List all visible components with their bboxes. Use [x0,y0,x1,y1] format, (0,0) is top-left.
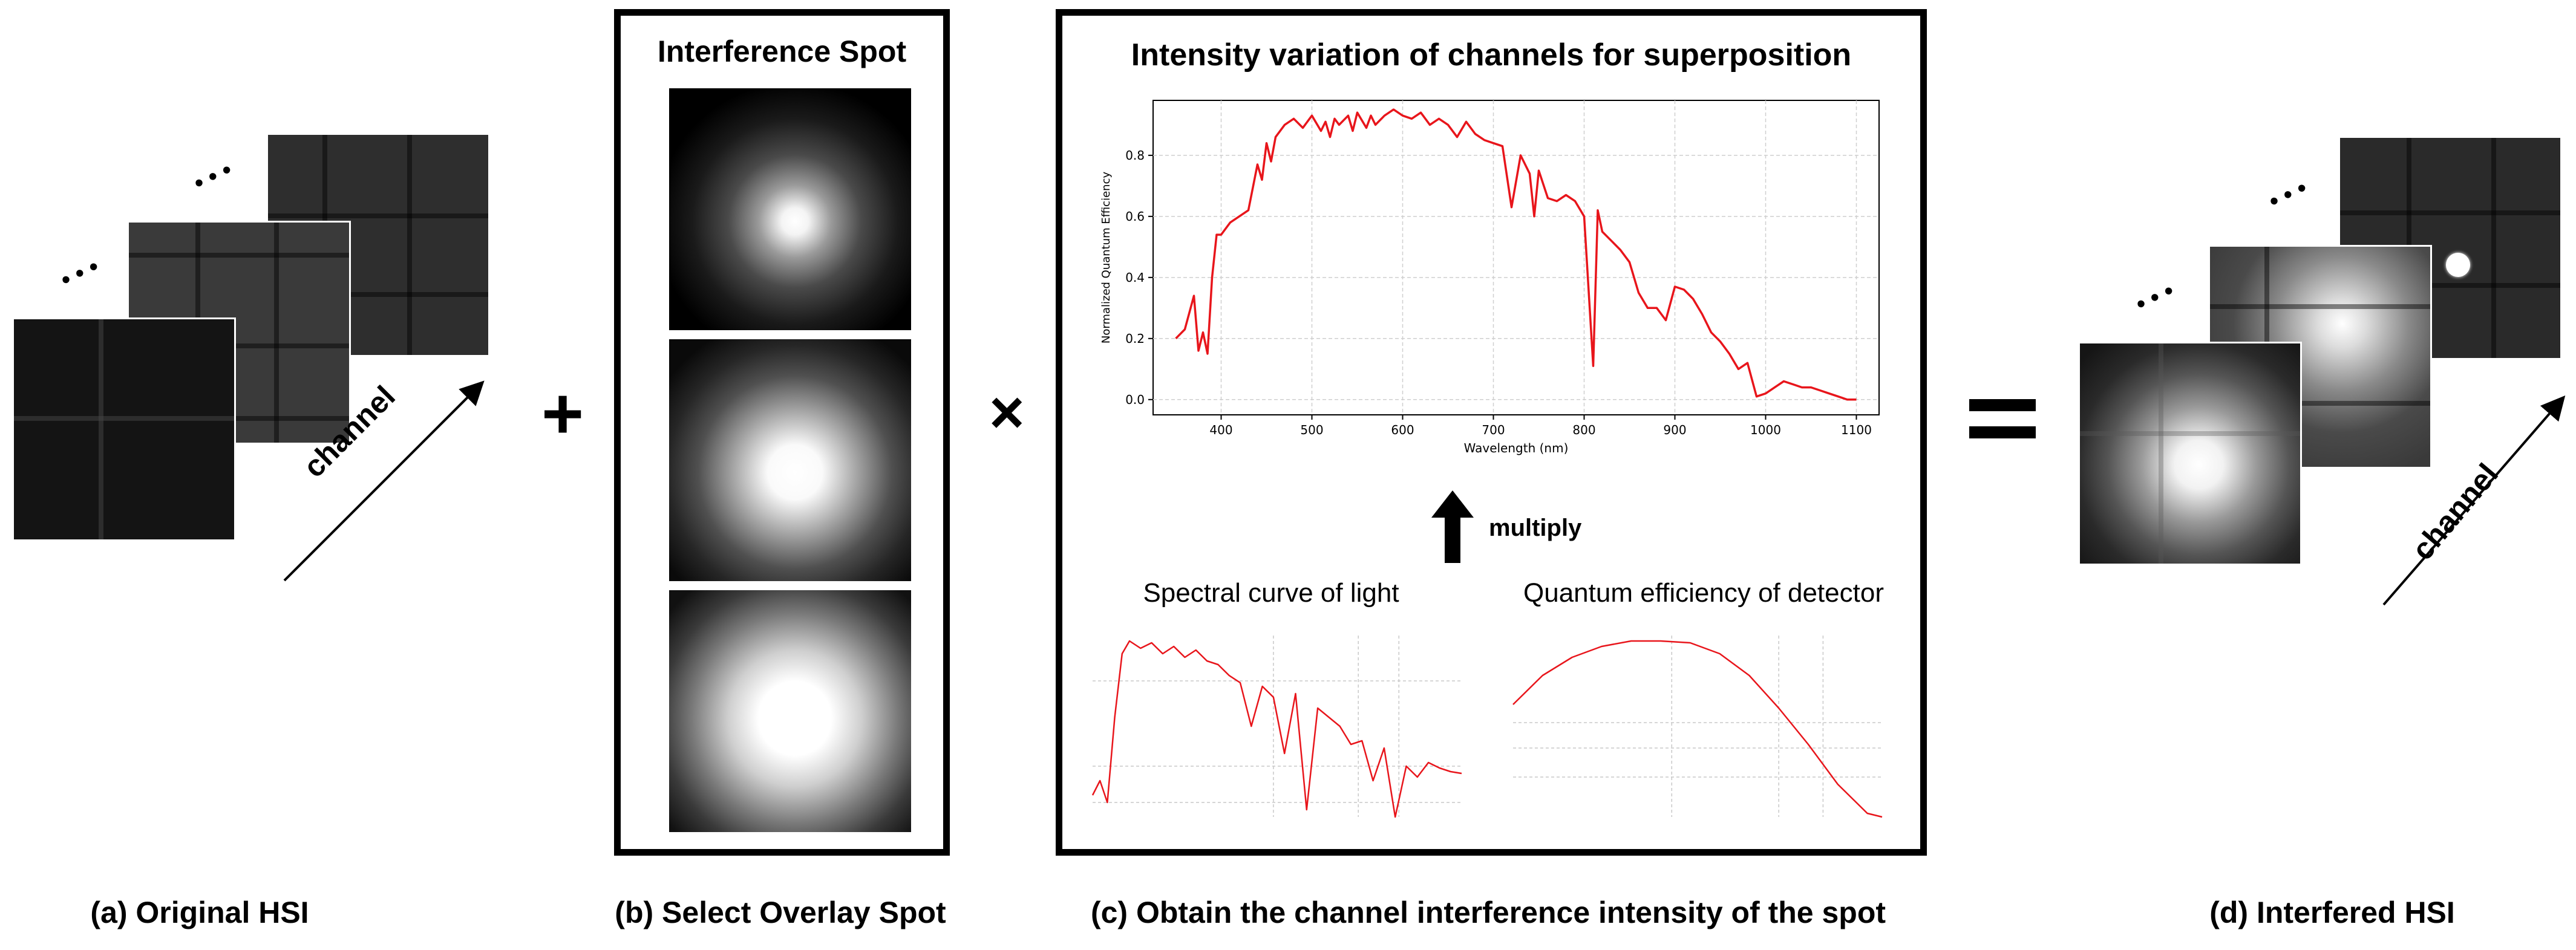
panel-b-title: Interference Spot [657,34,907,68]
series-line [1512,640,1883,818]
ellipsis-upper: • • • [189,156,237,197]
caption-d: (d) Interfered HSI [2209,896,2455,929]
x-tick-label: 700 [1482,423,1505,437]
quantum-efficiency-title: Quantum efficiency of detector [1523,578,1884,608]
y-tick-label: 0.2 [1125,331,1145,346]
detector-qe-chart [1512,636,1883,818]
plus-operator: + [541,373,584,454]
spectral-curve-chart [1091,636,1462,818]
x-tick-label: 600 [1391,423,1414,437]
spectral-curve-title: Spectral curve of light [1143,578,1399,608]
x-tick-label: 900 [1663,423,1686,437]
caption-a: (a) Original HSI [90,896,309,929]
interference-spot-small [669,88,911,330]
y-tick-label: 0.4 [1125,270,1145,285]
x-tick-label: 800 [1572,423,1595,437]
times-operator: × [989,379,1025,446]
interfered-band-front [2078,342,2302,565]
x-tick-label: 1100 [1841,423,1872,437]
panel-c-intensity-variation: Intensity variation of channels for supe… [1056,9,1927,856]
x-tick-label: 400 [1209,423,1232,437]
panel-d-interfered-hsi: • • • • • • channel [2057,0,2576,606]
caption-b: (b) Select Overlay Spot [615,896,946,929]
ellipsis-upper-d: • • • [2264,174,2312,215]
y-tick-label: 0.6 [1125,209,1145,224]
main-efficiency-chart: 400 500 600 700 800 900 1000 1100 0.0 0.2 0.4 0.6 0.… [1100,100,1880,455]
equals-operator [1969,399,2036,438]
x-tick-label: 1000 [1750,423,1781,437]
efficiency-series-line [1175,108,1857,401]
ellipsis-lower: • • • [56,253,103,294]
plot-frame [1152,100,1880,415]
y-axis-label: Normalized Quantum Efficiency [1100,172,1113,344]
y-tick-label: 0.8 [1125,148,1145,163]
x-axis-label: Wavelength (nm) [1464,441,1569,455]
caption-c: (c) Obtain the channel interference inte… [1090,896,1886,929]
interference-spot-large [669,590,911,832]
x-tick-label: 500 [1300,423,1323,437]
interference-spot-medium [669,339,911,581]
panel-b-interference-spot: Interference Spot [614,9,950,856]
channel-arrow-d [2382,395,2566,606]
y-tick-label: 0.0 [1125,392,1145,407]
panel-c-title: Intensity variation of channels for supe… [1131,37,1852,73]
hsi-band-image-front [12,317,236,541]
ellipsis-lower-d: • • • [2131,277,2179,318]
channel-arrow [283,380,485,582]
multiply-label: multiply [1489,515,1582,541]
panel-a-original-hsi: • • • • • • channel [0,0,502,605]
series-line [1091,640,1462,818]
